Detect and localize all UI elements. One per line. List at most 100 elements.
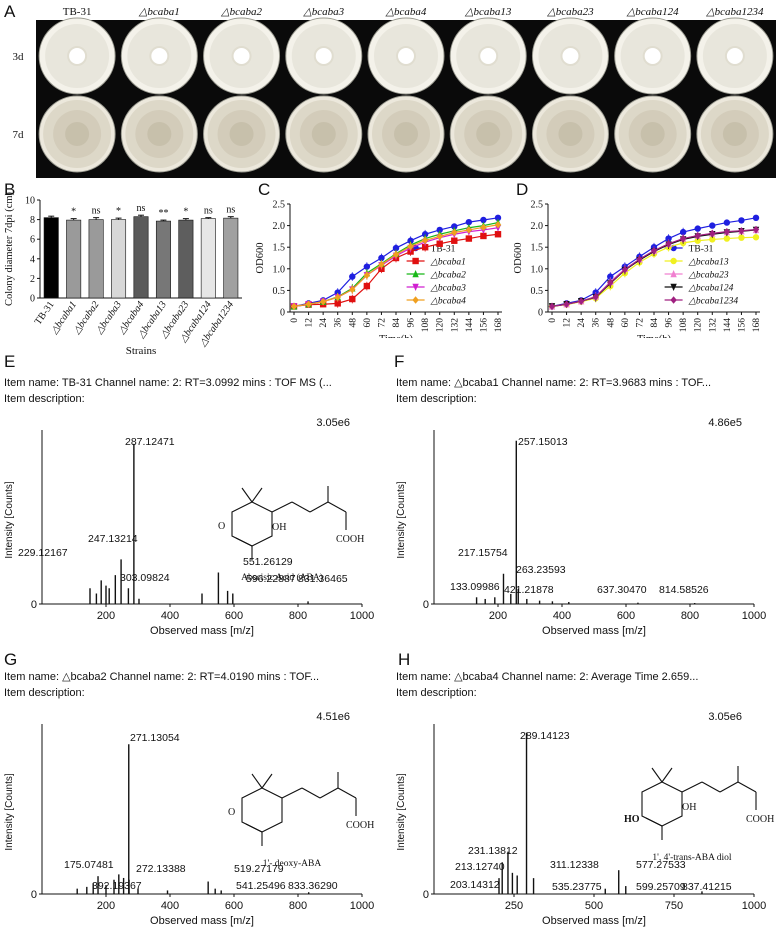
- colony-core: [147, 122, 172, 146]
- data-point: [363, 263, 371, 270]
- strain-label: △bcaba4: [385, 6, 427, 18]
- x-tick-label: 12: [563, 318, 573, 328]
- side-chain: [301, 787, 321, 799]
- chemical-structure: [241, 772, 357, 846]
- colony-core: [229, 122, 254, 146]
- item-description: Item description:: [4, 687, 85, 699]
- bar: [223, 217, 239, 299]
- cooh-label: COOH: [336, 534, 364, 545]
- significance-label: ns: [137, 203, 146, 214]
- x-axis-label: Time(h): [379, 334, 414, 338]
- compound-name: Abscisic Acid (ABA): [241, 572, 323, 583]
- legend-label: △bcaba3: [430, 284, 467, 294]
- colony-core: [65, 122, 90, 146]
- x-axis-label: Time(h): [637, 334, 672, 338]
- data-point: [378, 254, 385, 262]
- y-tick-label: 1.0: [273, 264, 286, 275]
- data-point: [349, 285, 356, 294]
- colony-core: [311, 122, 336, 146]
- data-point: [465, 218, 473, 226]
- peak-label: 213.12740: [455, 861, 505, 873]
- x-tick-label: 400: [161, 610, 179, 622]
- x-tick-label: 0: [548, 318, 558, 323]
- y-tick-label: 2.0: [531, 221, 544, 232]
- side-chain: [719, 781, 739, 793]
- x-tick-label: 120: [694, 318, 704, 333]
- y-tick-label: 0: [280, 308, 285, 319]
- x-tick-label: 500: [585, 900, 603, 912]
- x-tick-label: 800: [289, 900, 307, 912]
- data-point: [738, 217, 745, 224]
- mass-spectrum-f: Item name: △bcaba1 Channel name: 2: RT=3…: [396, 377, 766, 637]
- data-point: [665, 235, 672, 242]
- item-description: Item description:: [4, 393, 85, 405]
- max-intensity-label: 4.86e5: [708, 417, 742, 429]
- y-tick-label: 0: [538, 308, 543, 319]
- methyl: [651, 767, 663, 783]
- data-point: [412, 283, 419, 291]
- methyl: [251, 487, 263, 503]
- x-tick-label: 96: [407, 318, 417, 328]
- colony: [396, 46, 416, 66]
- x-tick-label: 800: [289, 610, 307, 622]
- y-tick-label: 0: [31, 889, 37, 901]
- data-point: [407, 242, 414, 251]
- x-tick-label: 108: [679, 318, 689, 333]
- data-point: [465, 235, 473, 242]
- data-point: [436, 240, 443, 247]
- data-point: [480, 216, 487, 224]
- peak-label: 247.13214: [88, 533, 138, 545]
- y-axis-label: Intensity [Counts]: [4, 773, 15, 850]
- x-tick-label: 156: [737, 318, 747, 333]
- item-header: Item name: TB-31 Channel name: 2: RT=3.0…: [4, 377, 332, 389]
- data-point: [650, 246, 658, 255]
- max-intensity-label: 4.51e6: [316, 711, 350, 723]
- peak-label: 551.26129: [243, 556, 293, 568]
- data-point: [670, 257, 677, 265]
- y-tick-label: 2.0: [273, 221, 286, 232]
- colony: [313, 46, 334, 66]
- peak-label: 311.12338: [550, 859, 599, 871]
- peak-label: 133.09986: [450, 581, 500, 593]
- colony: [642, 46, 663, 66]
- x-tick-label: 156: [479, 318, 489, 333]
- peak-label: 833.36290: [288, 880, 338, 892]
- x-tick-label: 1000: [350, 900, 374, 912]
- data-point: [670, 270, 677, 278]
- y-tick-label: 0.5: [531, 286, 544, 297]
- x-tick-label: 12: [305, 318, 315, 328]
- legend-label: TB-31: [689, 245, 714, 255]
- data-point: [738, 227, 745, 235]
- double-bond: [245, 823, 263, 833]
- peak-label: 596.22887: [246, 573, 296, 585]
- strain-label: △bcaba1: [138, 6, 180, 18]
- plate-grid: TB-31 △bcaba1 △bcaba2 △bcaba3 △bcaba4 △bcaba1…: [13, 6, 776, 178]
- x-tick-label: 1000: [742, 900, 766, 912]
- x-tick-label: 144: [723, 318, 733, 333]
- item-header: Item name: △bcaba4 Channel name: 2: Aver…: [396, 671, 698, 683]
- x-tick-label: 250: [505, 900, 523, 912]
- item-description: Item description:: [396, 687, 477, 699]
- data-point: [334, 293, 341, 302]
- peak-label: 637.30470: [597, 584, 647, 596]
- colony: [67, 46, 88, 66]
- data-point: [349, 273, 356, 280]
- legend-label: △bcaba2: [430, 271, 467, 281]
- data-point: [752, 214, 760, 222]
- peak-label: 599.25709: [636, 881, 686, 893]
- double-bond: [645, 817, 663, 827]
- colony-core: [558, 122, 583, 146]
- significance-label: ns: [92, 206, 101, 217]
- y-tick-label: 1.0: [531, 264, 544, 275]
- data-point: [451, 228, 458, 237]
- data-point: [607, 273, 614, 280]
- y-axis-label: Colony diameter 7dpi (cm): [4, 191, 15, 306]
- series-4: [290, 221, 502, 311]
- bar: [178, 219, 194, 299]
- data-point: [378, 260, 385, 269]
- y-tick-label: 0: [423, 889, 429, 901]
- oh-label: OH: [682, 802, 696, 813]
- colony: [724, 46, 745, 66]
- bar: [43, 217, 59, 299]
- oh-label: OH: [272, 522, 286, 533]
